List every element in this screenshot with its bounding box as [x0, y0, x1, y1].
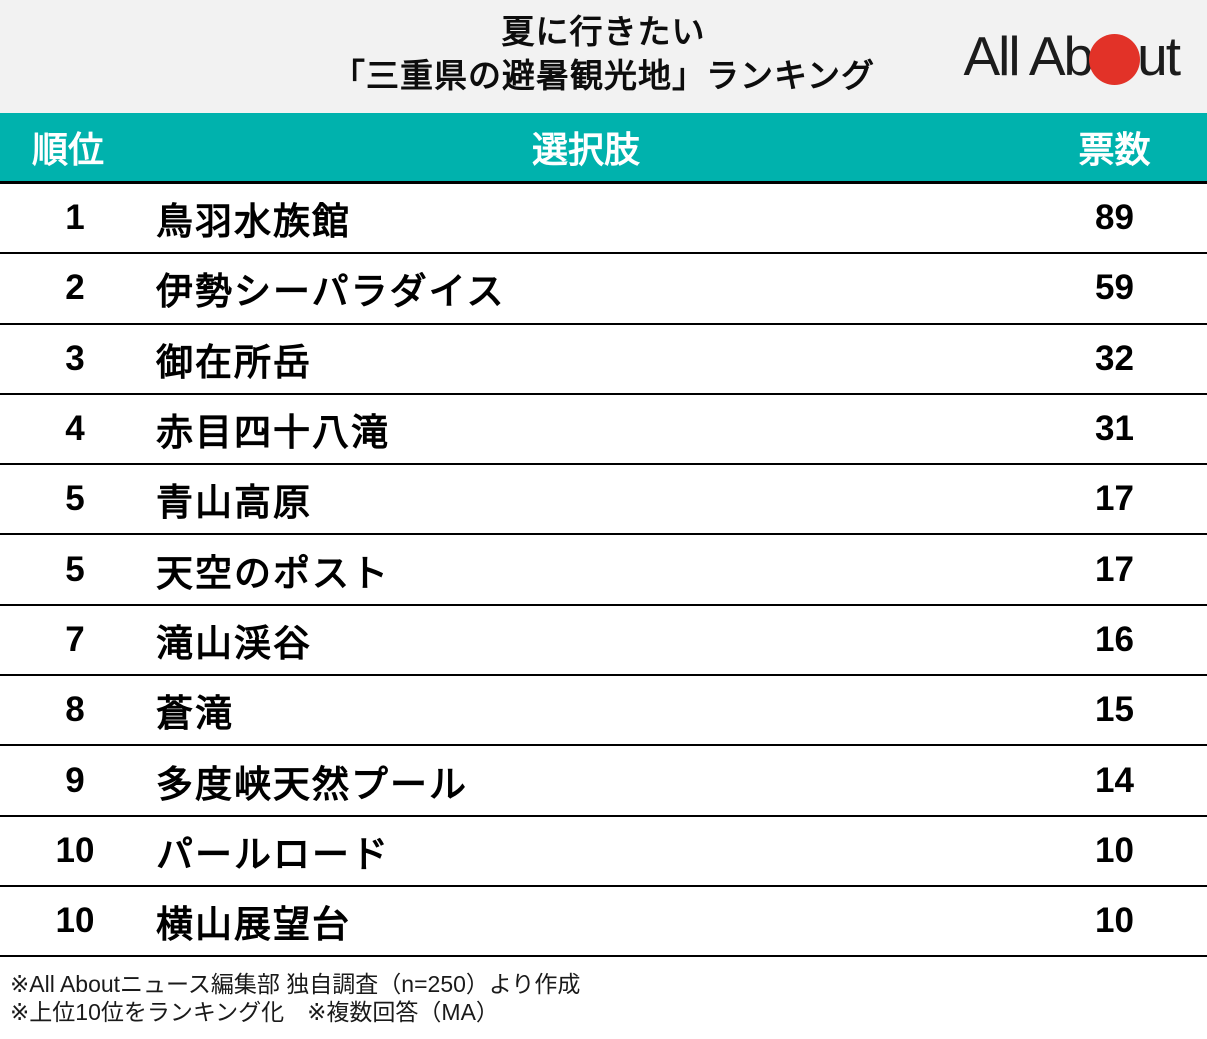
votes-cell: 16: [1095, 619, 1134, 659]
rank-cell: 5: [65, 479, 85, 519]
rank-cell: 7: [65, 619, 85, 659]
table-row: 1 鳥羽水族館 89: [0, 184, 1207, 255]
choice-cell: 蒼滝: [156, 693, 234, 735]
table-row: 9 多度峡天然プール 14: [0, 746, 1207, 817]
rank-cell: 5: [65, 549, 85, 589]
rank-cell: 9: [65, 760, 85, 800]
source-notes: ※All Aboutニュース編集部 独自調査（n=250）より作成 ※上位10位…: [0, 957, 1207, 1026]
votes-cell: 10: [1095, 901, 1134, 941]
source-note-line1: ※All Aboutニュース編集部 独自調査（n=250）より作成: [10, 971, 581, 998]
column-header-votes: 票数: [1078, 129, 1151, 170]
column-header-rank: 順位: [32, 129, 105, 170]
rank-cell: 2: [65, 268, 85, 308]
votes-cell: 32: [1095, 338, 1134, 378]
logo-text-right: ut: [1137, 25, 1181, 87]
table-row: 4 赤目四十八滝 31: [0, 394, 1207, 466]
votes-cell: 10: [1095, 830, 1134, 870]
rank-cell: 4: [65, 409, 85, 449]
table-row: 7 滝山渓谷 16: [0, 605, 1207, 677]
page-header: 夏に行きたい 「三重県の避暑観光地」ランキング All Ab ut: [0, 0, 1207, 113]
table-row: 2 伊勢シーパラダイス 59: [0, 254, 1207, 325]
votes-cell: 17: [1095, 549, 1134, 589]
choice-cell: 御在所岳: [156, 341, 312, 383]
choice-cell: パールロード: [156, 833, 390, 875]
logo-red-dot-icon: [1089, 34, 1141, 85]
votes-cell: 59: [1095, 268, 1134, 308]
choice-cell: 滝山渓谷: [156, 622, 312, 664]
page-title-line2: 「三重県の避暑観光地」ランキング: [331, 57, 875, 94]
choice-cell: 赤目四十八滝: [156, 412, 390, 454]
votes-cell: 89: [1095, 198, 1134, 238]
choice-cell: 横山展望台: [156, 904, 351, 946]
choice-cell: 青山高原: [156, 482, 312, 524]
votes-cell: 14: [1095, 760, 1134, 800]
rank-cell: 1: [65, 198, 85, 238]
table-row: 8 蒼滝 15: [0, 676, 1207, 747]
rank-cell: 10: [55, 901, 95, 941]
choice-cell: 鳥羽水族館: [156, 201, 351, 243]
table-row: 10 横山展望台 10: [0, 886, 1207, 958]
page-title-line1: 夏に行きたい: [501, 13, 706, 50]
choice-cell: 多度峡天然プール: [156, 763, 468, 805]
votes-cell: 31: [1095, 409, 1134, 449]
table-row: 5 天空のポスト 17: [0, 535, 1207, 606]
column-header-choice: 選択肢: [531, 129, 640, 170]
page-title: 夏に行きたい 「三重県の避暑観光地」ランキング: [0, 10, 1207, 98]
table-row: 3 御在所岳 32: [0, 324, 1207, 395]
logo-text-left: All Ab: [963, 25, 1094, 87]
table-header-row: 順位 選択肢 票数: [0, 113, 1207, 184]
choice-cell: 天空のポスト: [156, 552, 390, 594]
rank-cell: 8: [65, 690, 85, 730]
table-row: 10 パールロード 10: [0, 816, 1207, 887]
all-about-logo: All Ab ut: [963, 0, 1181, 113]
votes-cell: 17: [1095, 479, 1134, 519]
table-row: 5 青山高原 17: [0, 465, 1207, 536]
rank-cell: 10: [55, 830, 95, 870]
votes-cell: 15: [1095, 690, 1134, 730]
choice-cell: 伊勢シーパラダイス: [156, 271, 506, 313]
ranking-table-body: 1 鳥羽水族館 89 2 伊勢シーパラダイス 59 3 御在所岳 32 4 赤目…: [0, 184, 1207, 958]
rank-cell: 3: [65, 338, 85, 378]
source-note-line2: ※上位10位をランキング化 ※複数回答（MA）: [10, 999, 499, 1026]
